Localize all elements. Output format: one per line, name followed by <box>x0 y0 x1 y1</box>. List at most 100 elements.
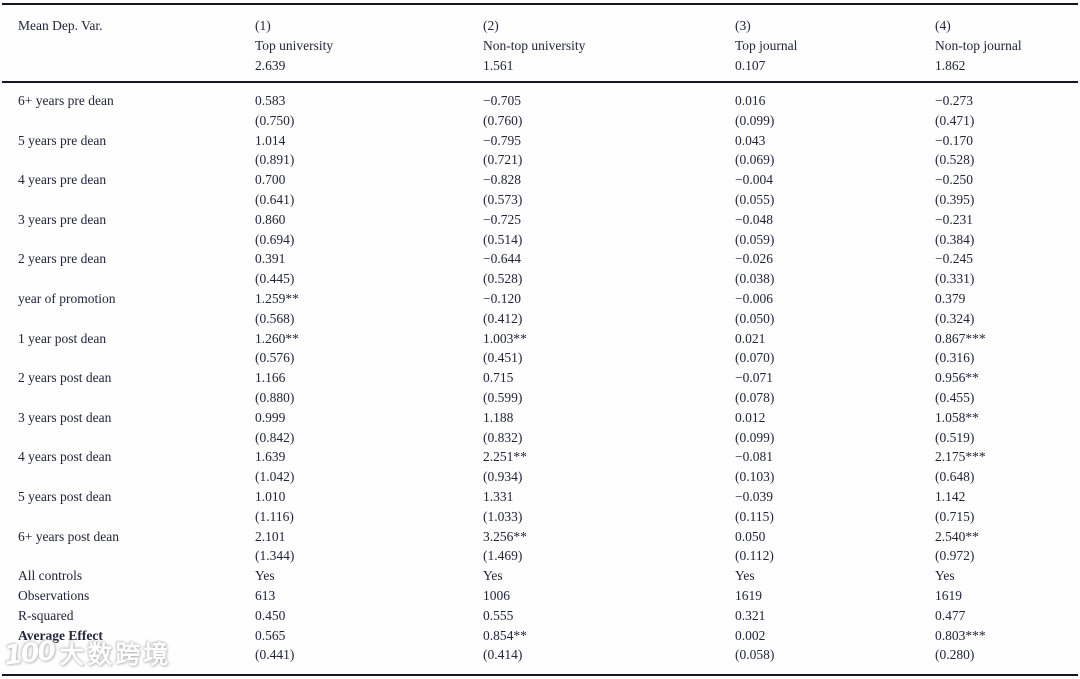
coefficient-row: 4 years pre dean 0.700 −0.828 −0.004 −0.250 <box>2 170 1078 190</box>
coefficient-cell: 0.321 <box>735 607 766 623</box>
standard-error-cell: (1.469) <box>483 548 523 564</box>
row-label: Observations <box>18 587 90 603</box>
coefficient-cell: 0.555 <box>483 607 514 623</box>
standard-error-cell: (0.099) <box>735 429 775 445</box>
coefficient-row: 3 years post dean 0.999 1.188 0.012 1.058** <box>2 408 1078 428</box>
header-column-1: (1) Top university 2.639 <box>255 4 483 83</box>
coefficient-cell: 1.259** <box>255 290 299 306</box>
coefficient-row: 4 years post dean 1.639 2.251** −0.081 2.175… <box>2 447 1078 467</box>
standard-error-cell: (0.760) <box>483 112 523 128</box>
coefficient-cell: 0.854** <box>483 627 527 643</box>
column-number: (1) <box>255 18 271 33</box>
row-label: 6+ years pre dean <box>18 93 114 108</box>
standard-error-cell: (0.576) <box>255 350 295 366</box>
coefficient-row: Average Effect 0.565 0.854** 0.002 0.803*** <box>2 626 1078 646</box>
coefficient-cell: −0.644 <box>483 251 521 267</box>
coefficient-row: R-squared 0.450 0.555 0.321 0.477 <box>2 606 1078 626</box>
row-label-empty <box>2 645 255 675</box>
coefficient-cell: 0.867*** <box>935 330 986 346</box>
coefficient-cell: 1.166 <box>255 370 286 386</box>
standard-error-cell: (0.059) <box>735 231 775 247</box>
row-label-empty <box>2 190 255 210</box>
coefficient-cell: 1619 <box>935 587 962 603</box>
column-number: (4) <box>935 18 951 33</box>
column-name: Top university <box>255 38 334 53</box>
paper-page: Mean Dep. Var. (1) Top university 2.639 … <box>0 3 1080 679</box>
table-body: 6+ years pre dean 0.583 −0.705 0.016 −0.273 (… <box>2 82 1078 675</box>
coefficient-cell: 2.540** <box>935 528 979 544</box>
standard-error-cell: (0.414) <box>483 647 523 663</box>
row-label-empty <box>2 546 255 566</box>
standard-error-cell: (0.316) <box>935 350 975 366</box>
standard-error-cell: (0.069) <box>735 152 775 168</box>
coefficient-cell: 0.021 <box>735 330 766 346</box>
standard-error-cell: (0.880) <box>255 389 295 405</box>
standard-error-row: (0.568) (0.412) (0.050) (0.324) <box>2 309 1078 329</box>
standard-error-row: (0.441) (0.414) (0.058) (0.280) <box>2 645 1078 675</box>
row-label: 2 years pre dean <box>18 251 107 267</box>
coefficient-cell: 3.256** <box>483 528 527 544</box>
header-column-3: (3) Top journal 0.107 <box>735 4 935 83</box>
coefficient-cell: 0.379 <box>935 290 966 306</box>
standard-error-cell: (0.058) <box>735 647 775 663</box>
coefficient-cell: 0.700 <box>255 172 286 188</box>
standard-error-cell: (0.891) <box>255 152 295 168</box>
coefficient-row: 1 year post dean 1.260** 1.003** 0.021 0.867… <box>2 329 1078 349</box>
column-name: Non-top journal <box>935 38 1022 53</box>
row-label: 5 years pre dean <box>18 132 107 148</box>
standard-error-cell: (0.832) <box>483 429 523 445</box>
coefficient-cell: −0.006 <box>735 290 773 306</box>
header-row: Mean Dep. Var. (1) Top university 2.639 … <box>2 4 1078 83</box>
standard-error-cell: (0.050) <box>735 310 775 326</box>
standard-error-cell: (0.568) <box>255 310 295 326</box>
row-label: 5 years post dean <box>18 488 112 504</box>
coefficient-row: Observations 613 1006 1619 1619 <box>2 586 1078 606</box>
column-mean: 1.862 <box>935 58 966 73</box>
coefficient-cell: −0.273 <box>935 93 973 108</box>
coefficient-cell: 1.010 <box>255 488 286 504</box>
coefficient-cell: 0.477 <box>935 607 966 623</box>
column-name: Top journal <box>735 38 798 53</box>
standard-error-cell: (0.721) <box>483 152 523 168</box>
coefficient-cell: 0.050 <box>735 528 766 544</box>
row-label: 1 year post dean <box>18 330 107 346</box>
standard-error-cell: (0.715) <box>935 508 975 524</box>
coefficient-cell: −0.071 <box>735 370 773 386</box>
coefficient-cell: 1619 <box>735 587 762 603</box>
standard-error-cell: (0.528) <box>935 152 975 168</box>
standard-error-cell: (0.750) <box>255 112 295 128</box>
coefficient-cell: 1.142 <box>935 488 966 504</box>
coefficient-cell: 0.002 <box>735 627 766 643</box>
standard-error-cell: (0.103) <box>735 469 775 485</box>
coefficient-cell: 0.450 <box>255 607 286 623</box>
standard-error-cell: (0.471) <box>935 112 975 128</box>
column-mean: 1.561 <box>483 58 514 73</box>
coefficient-cell: −0.039 <box>735 488 773 504</box>
column-mean: 0.107 <box>735 58 766 73</box>
coefficient-cell: 0.715 <box>483 370 514 386</box>
standard-error-row: (0.750) (0.760) (0.099) (0.471) <box>2 111 1078 131</box>
coefficient-row: 5 years post dean 1.010 1.331 −0.039 1.142 <box>2 487 1078 507</box>
row-label-empty <box>2 388 255 408</box>
standard-error-cell: (0.445) <box>255 271 295 287</box>
coefficient-cell: −0.705 <box>483 93 521 108</box>
standard-error-row: (0.576) (0.451) (0.070) (0.316) <box>2 348 1078 368</box>
coefficient-row: 6+ years post dean 2.101 3.256** 0.050 2.540… <box>2 527 1078 547</box>
coefficient-cell: 1.188 <box>483 409 514 425</box>
standard-error-cell: (0.112) <box>735 548 774 564</box>
coefficient-cell: 0.860 <box>255 211 286 227</box>
coefficient-row: All controls Yes Yes Yes Yes <box>2 566 1078 586</box>
coefficient-cell: Yes <box>255 568 275 584</box>
column-number: (3) <box>735 18 751 33</box>
coefficient-cell: −0.120 <box>483 290 521 306</box>
coefficient-cell: −0.081 <box>735 449 773 465</box>
coefficient-row: year of promotion 1.259** −0.120 −0.006 0.37… <box>2 289 1078 309</box>
coefficient-cell: 2.251** <box>483 449 527 465</box>
row-label: All controls <box>18 568 83 584</box>
standard-error-row: (1.116) (1.033) (0.115) (0.715) <box>2 507 1078 527</box>
row-label-empty <box>2 507 255 527</box>
row-label-empty <box>2 348 255 368</box>
coefficient-cell: 0.016 <box>735 93 766 108</box>
standard-error-cell: (0.599) <box>483 389 523 405</box>
coefficient-cell: −0.828 <box>483 172 521 188</box>
